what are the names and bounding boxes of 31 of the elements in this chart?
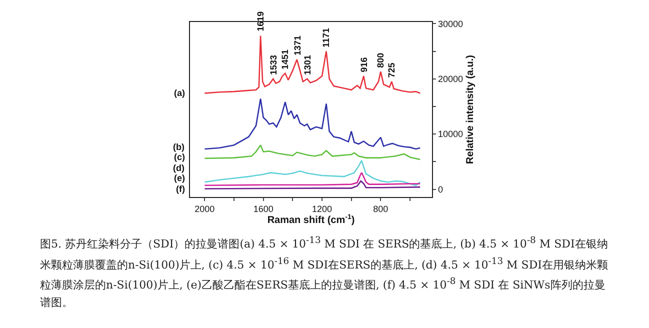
y-tick-label: 0 bbox=[438, 184, 444, 194]
line-series bbox=[204, 160, 421, 186]
y-axis-title: Relative intensity (a.u.) bbox=[465, 55, 476, 164]
annotation: 1451 bbox=[280, 50, 290, 70]
annotation: 725 bbox=[386, 62, 397, 78]
text: (b) bbox=[173, 142, 184, 152]
line-series bbox=[204, 144, 421, 160]
x-tick-label: 800 bbox=[373, 204, 388, 214]
y-tick-label: 10000 bbox=[438, 129, 464, 140]
line-series bbox=[204, 98, 421, 150]
y-tick-label: 20000 bbox=[438, 74, 464, 84]
y-tick-label: 30000 bbox=[438, 18, 464, 29]
text: (a) bbox=[174, 88, 185, 98]
x-tick-label: 2000 bbox=[194, 204, 215, 214]
annotation: 1619 bbox=[256, 11, 266, 32]
annotation: 1301 bbox=[302, 55, 312, 76]
text: (e) bbox=[174, 173, 185, 183]
x-tick-label: 1600 bbox=[253, 204, 274, 214]
text: 图5. 苏丹红染料分子（SDI）的拉曼谱图(a) 4.5 × 10$^{-13}$ M SDI 在 SERS的基底上, (b) 4.5 × 10$^{-8}$ M SDI在银纳米颗粒薄膜覆盖的n-Si(100)片上, (c) 4.5 × 10$^{-16}$ M SDI在SERS的基底上, (d) 4.5 × 10$^{-13}$ M SDI在用银纳米颗粒薄膜涂层的n-Si(100)片上, (e)乙酸乙酯在SERS基底上的拉曼谱图, (f) 4.5 × 10$^{-8}$ M SDI 在 SiNWs阵列的拉曼谱图。 bbox=[40, 235, 608, 309]
x-tick-label: 1200 bbox=[312, 204, 332, 214]
annotation: 1533 bbox=[268, 54, 278, 76]
annotation: 800 bbox=[375, 52, 386, 68]
x-axis-title: Raman shift (cm$^{-1}$) bbox=[267, 214, 355, 226]
line-series bbox=[204, 172, 421, 186]
annotation: 1371 bbox=[292, 35, 302, 56]
line-series bbox=[204, 180, 421, 190]
annotation: 916 bbox=[359, 57, 370, 72]
annotation: 1171 bbox=[320, 28, 331, 48]
text: (f) bbox=[176, 184, 185, 194]
text: (c) bbox=[174, 152, 185, 162]
text: (d) bbox=[173, 163, 184, 173]
